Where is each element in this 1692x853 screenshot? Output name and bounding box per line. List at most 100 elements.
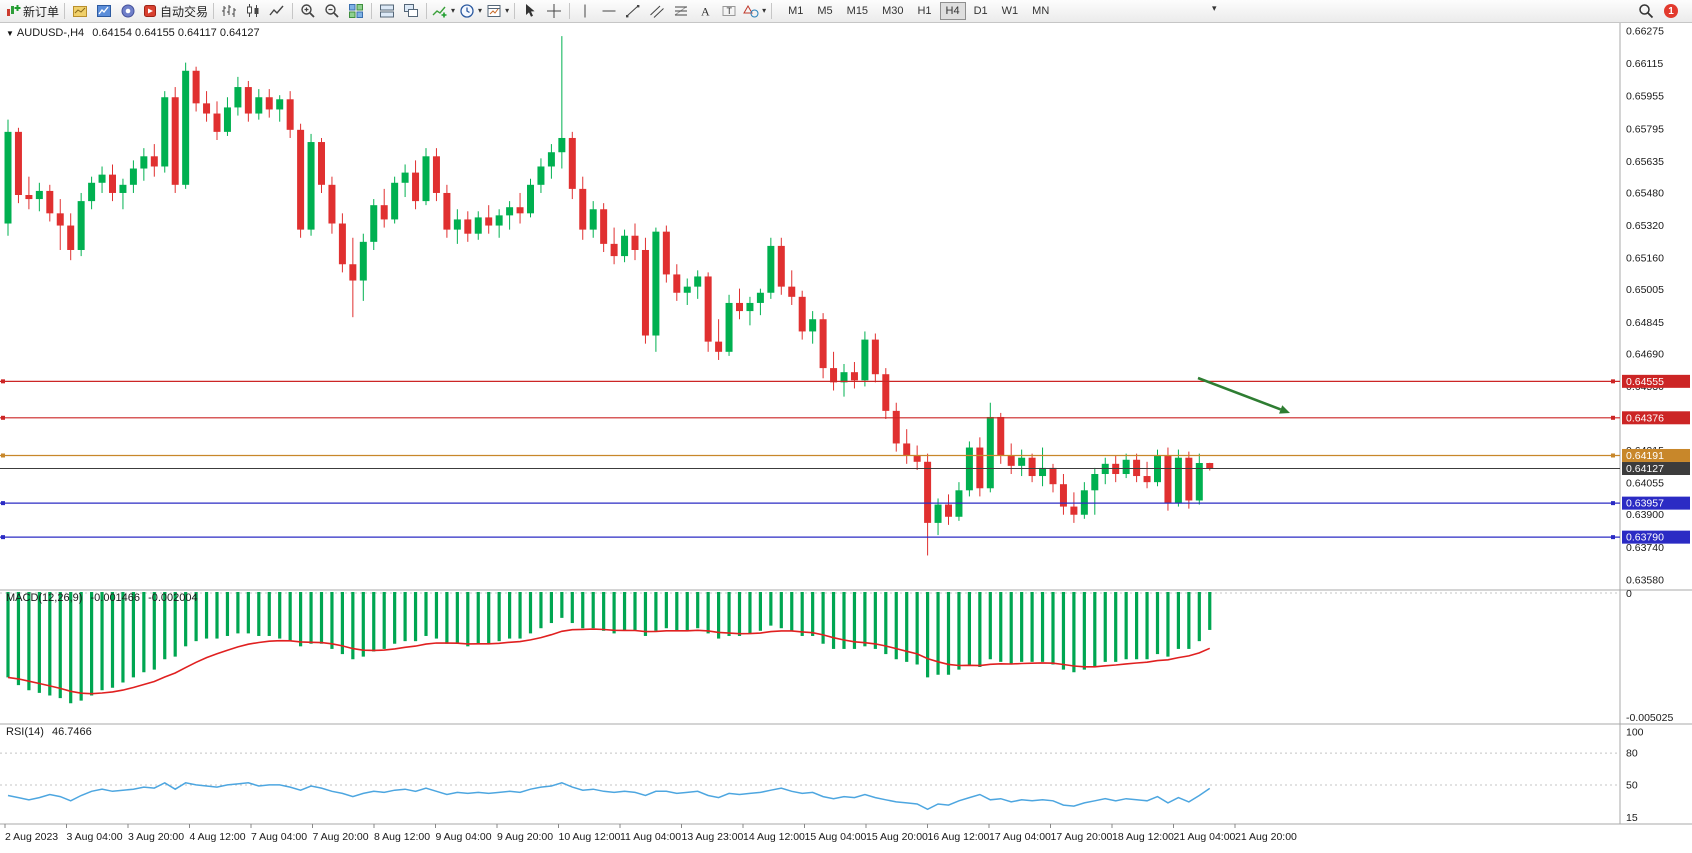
charts-icon: [96, 3, 112, 19]
indicators-icon: [432, 3, 448, 19]
price-tick-label: 0.65635: [1626, 156, 1664, 168]
zoom-out-button[interactable]: [320, 1, 344, 21]
macd-name: MACD(12,26,9): [6, 592, 83, 604]
time-tick-label: 3 Aug 20:00: [128, 831, 184, 843]
time-tick-label: 15 Aug 20:00: [866, 831, 928, 843]
cursor-icon: [522, 3, 538, 19]
fibonacci-tool-button[interactable]: [669, 1, 693, 21]
metaeditor-button[interactable]: [116, 1, 140, 21]
cursor-tool-button[interactable]: [518, 1, 542, 21]
candles-layer: [4, 36, 1214, 556]
vertical-line-icon: [577, 3, 593, 19]
time-tick-label: 10 Aug 12:00: [559, 831, 621, 843]
candlestick-mode-button[interactable]: [241, 1, 265, 21]
tab-timeframe-m30[interactable]: M30: [882, 5, 904, 17]
text-label-icon: T: [721, 3, 737, 19]
shapes-tool-button[interactable]: ▾: [741, 1, 768, 21]
line-handle[interactable]: [1611, 535, 1615, 540]
line-handle[interactable]: [1, 379, 5, 384]
time-tick-label: 7 Aug 04:00: [251, 831, 307, 843]
notification-badge[interactable]: 1: [1664, 4, 1678, 18]
profiles-button[interactable]: [68, 1, 92, 21]
charts-button[interactable]: [92, 1, 116, 21]
time-tick-label: 13 Aug 23:00: [682, 831, 744, 843]
chart-header: ▼ AUDUSD-,H4 0.64154 0.64155 0.64117 0.64…: [6, 27, 260, 39]
search-icon: [1638, 3, 1654, 19]
auto-trading-button[interactable]: 自动交易: [140, 1, 210, 21]
rsi-axis-label: 80: [1626, 748, 1638, 760]
macd-signal-value: -0.002004: [148, 592, 198, 604]
tab-timeframe-h4[interactable]: H4: [939, 2, 966, 20]
chevron-down-icon: ▾: [451, 6, 456, 15]
line-handle[interactable]: [1, 501, 5, 506]
time-tick-label: 17 Aug 20:00: [1051, 831, 1113, 843]
time-tick-label: 17 Aug 04:00: [989, 831, 1051, 843]
tab-timeframe-mn[interactable]: MN: [1032, 5, 1050, 17]
zoom-in-button[interactable]: [296, 1, 320, 21]
tab-timeframe-d1[interactable]: D1: [973, 5, 988, 17]
bar-chart-mode-button[interactable]: [217, 1, 241, 21]
templates-button[interactable]: ▾: [484, 1, 511, 21]
price-tick-label: 0.66275: [1626, 26, 1664, 38]
line-chart-mode-button[interactable]: [265, 1, 289, 21]
new-order-label: 新订单: [23, 4, 60, 19]
time-tick-label: 9 Aug 20:00: [497, 831, 553, 843]
svg-text:T: T: [727, 6, 733, 16]
price-badge-label: 0.63957: [1626, 498, 1664, 510]
text-icon: A: [697, 3, 713, 19]
toolbar-separator: [213, 3, 215, 19]
shapes-icon: [743, 3, 759, 19]
line-handle[interactable]: [1611, 501, 1615, 506]
macd-main-value: -0.001466: [90, 592, 141, 604]
indicators-button[interactable]: ▾: [430, 1, 457, 21]
trendline-tool-button[interactable]: [621, 1, 645, 21]
bar-chart-icon: [221, 3, 237, 19]
crosshair-tool-button[interactable]: [542, 1, 566, 21]
line-handle[interactable]: [1611, 379, 1615, 384]
chart-title: AUDUSD-,H4: [16, 27, 85, 39]
clock-icon: [459, 3, 475, 19]
price-badge-label: 0.63790: [1626, 532, 1664, 544]
price-tick-label: 0.63580: [1626, 574, 1664, 586]
horizontal-line-icon: [601, 3, 617, 19]
tile-horizontal-icon: [379, 3, 395, 19]
tab-timeframe-m15[interactable]: M15: [846, 5, 869, 17]
tab-timeframe-w1[interactable]: W1: [1001, 5, 1019, 17]
svg-text:A: A: [701, 5, 710, 19]
line-handle[interactable]: [1, 535, 5, 540]
zoom-out-icon: [324, 3, 340, 19]
line-handle[interactable]: [1, 415, 5, 420]
price-tick-label: 0.63740: [1626, 542, 1664, 554]
templates-icon: [486, 3, 502, 19]
tab-timeframe-h1[interactable]: H1: [917, 5, 932, 17]
channel-tool-button[interactable]: [645, 1, 669, 21]
tab-timeframe-m1[interactable]: M1: [788, 5, 804, 17]
text-tool-button[interactable]: A: [693, 1, 717, 21]
tab-timeframe-m5[interactable]: M5: [817, 5, 833, 17]
cascade-windows-button[interactable]: [399, 1, 423, 21]
arrow-annotation[interactable]: [1197, 376, 1282, 411]
periods-button[interactable]: ▾: [457, 1, 484, 21]
price-badge: [1622, 374, 1690, 388]
line-handle[interactable]: [1, 453, 5, 458]
tile-horizontal-button[interactable]: [375, 1, 399, 21]
line-handle[interactable]: [1611, 453, 1615, 458]
text-label-tool-button[interactable]: T: [717, 1, 741, 21]
chart-dropdown-icon[interactable]: ▼: [6, 29, 14, 38]
arrow-head: [1279, 405, 1290, 414]
horizontal-line-tool-button[interactable]: [597, 1, 621, 21]
search-button[interactable]: [1634, 1, 1658, 21]
new-order-button[interactable]: 新订单: [3, 1, 61, 21]
toolbar-separator: [64, 3, 66, 19]
time-tick-label: 15 Aug 04:00: [805, 831, 867, 843]
line-handle[interactable]: [1611, 415, 1615, 420]
tile-windows-button[interactable]: [344, 1, 368, 21]
toolbar-overflow-chevron[interactable]: ▾: [1212, 3, 1217, 13]
vertical-line-tool-button[interactable]: [573, 1, 597, 21]
rsi-line: [7, 781, 1211, 811]
price-badge: [1622, 496, 1690, 510]
time-tick-label: 11 Aug 04:00: [620, 831, 681, 843]
toolbar-separator: [514, 3, 516, 19]
